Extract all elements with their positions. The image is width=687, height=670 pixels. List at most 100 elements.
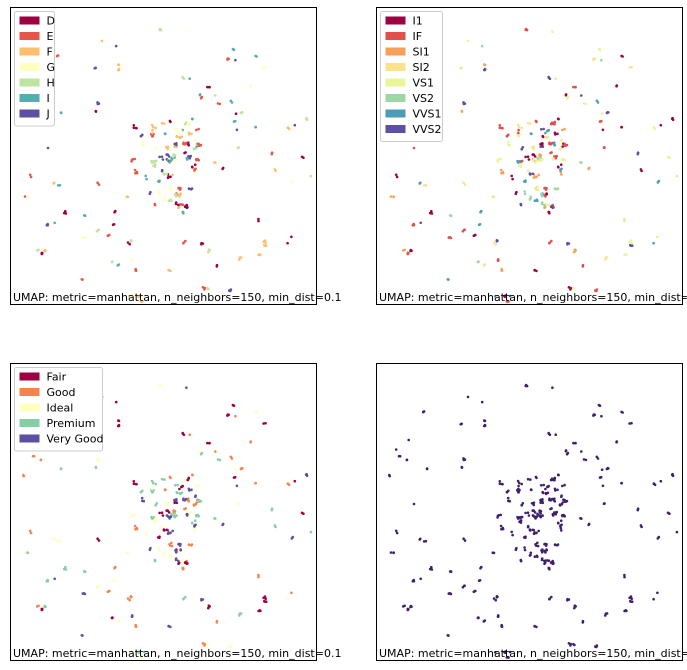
data-point <box>552 562 555 565</box>
data-point <box>394 173 398 177</box>
data-point <box>503 651 507 655</box>
data-point <box>418 538 422 541</box>
data-point <box>466 395 470 399</box>
data-point <box>133 513 136 517</box>
data-point <box>116 68 120 72</box>
data-point <box>125 551 129 555</box>
data-point <box>596 457 600 460</box>
data-point <box>183 151 186 155</box>
data-point <box>558 148 562 151</box>
data-point <box>545 548 548 551</box>
legend-label: SI1 <box>413 46 430 59</box>
data-point <box>141 143 144 147</box>
data-point <box>459 423 463 426</box>
data-point <box>23 551 27 554</box>
data-point <box>96 181 99 184</box>
data-point <box>395 175 399 179</box>
data-point <box>501 527 505 531</box>
data-point <box>514 192 518 196</box>
data-point <box>229 645 232 649</box>
data-point <box>52 182 55 185</box>
data-point <box>547 76 551 79</box>
data-point <box>305 116 308 120</box>
data-point <box>535 554 539 558</box>
data-point <box>166 147 169 151</box>
data-point <box>154 148 157 151</box>
legend-swatch <box>19 94 40 102</box>
data-point <box>524 511 527 515</box>
data-point <box>207 606 210 610</box>
data-point <box>479 210 482 214</box>
data-point <box>59 467 63 470</box>
data-point <box>94 466 98 469</box>
data-point <box>163 478 166 481</box>
data-point <box>547 432 551 436</box>
data-point <box>543 542 547 546</box>
data-point <box>572 642 575 646</box>
legend-label: J <box>46 108 50 121</box>
data-point <box>141 300 144 303</box>
data-point <box>541 514 544 517</box>
data-point <box>554 156 558 160</box>
data-point <box>188 512 192 516</box>
data-point <box>389 195 393 198</box>
data-point <box>546 203 549 206</box>
data-point <box>430 565 433 569</box>
legend-label: IF <box>413 30 423 43</box>
data-point <box>557 473 560 477</box>
data-point <box>83 214 87 217</box>
data-point <box>140 140 144 144</box>
data-point <box>659 123 663 127</box>
legend-swatch <box>19 372 40 381</box>
data-point <box>168 188 172 191</box>
data-point <box>214 94 217 97</box>
data-point <box>180 203 183 206</box>
data-point <box>43 605 46 609</box>
data-point <box>221 522 225 526</box>
data-point <box>193 525 196 528</box>
data-point <box>553 131 557 135</box>
data-point <box>177 542 181 546</box>
legend-swatch <box>19 78 40 87</box>
data-point <box>290 591 293 595</box>
data-point <box>560 529 563 532</box>
data-point <box>460 110 464 113</box>
data-point <box>165 528 169 532</box>
data-point <box>534 475 538 479</box>
data-point <box>520 504 523 507</box>
data-point <box>529 173 532 176</box>
data-point <box>411 224 415 227</box>
data-point <box>207 248 211 251</box>
data-point <box>232 404 236 408</box>
data-point <box>519 521 523 524</box>
data-point <box>428 211 432 215</box>
data-point <box>531 528 535 532</box>
data-point <box>200 451 204 455</box>
data-point <box>59 111 63 114</box>
data-point <box>559 525 562 528</box>
data-point <box>388 473 391 477</box>
data-point <box>517 490 520 494</box>
data-point <box>62 567 66 571</box>
data-point <box>462 457 465 460</box>
data-point <box>184 239 187 243</box>
data-point <box>501 171 505 175</box>
data-point <box>553 500 557 503</box>
data-point <box>172 154 176 158</box>
data-point <box>401 605 405 608</box>
data-point <box>94 110 98 113</box>
data-point <box>234 58 237 62</box>
data-point <box>605 256 609 259</box>
data-point <box>141 489 144 493</box>
data-point <box>492 597 496 600</box>
data-point <box>560 495 563 499</box>
data-point <box>620 125 623 129</box>
data-point <box>160 121 164 125</box>
data-point <box>151 128 154 132</box>
data-point <box>407 438 411 442</box>
legend-label: VVS1 <box>413 108 442 121</box>
data-point <box>620 54 623 58</box>
data-point <box>116 424 120 428</box>
data-point <box>605 467 609 471</box>
data-point <box>159 384 163 388</box>
